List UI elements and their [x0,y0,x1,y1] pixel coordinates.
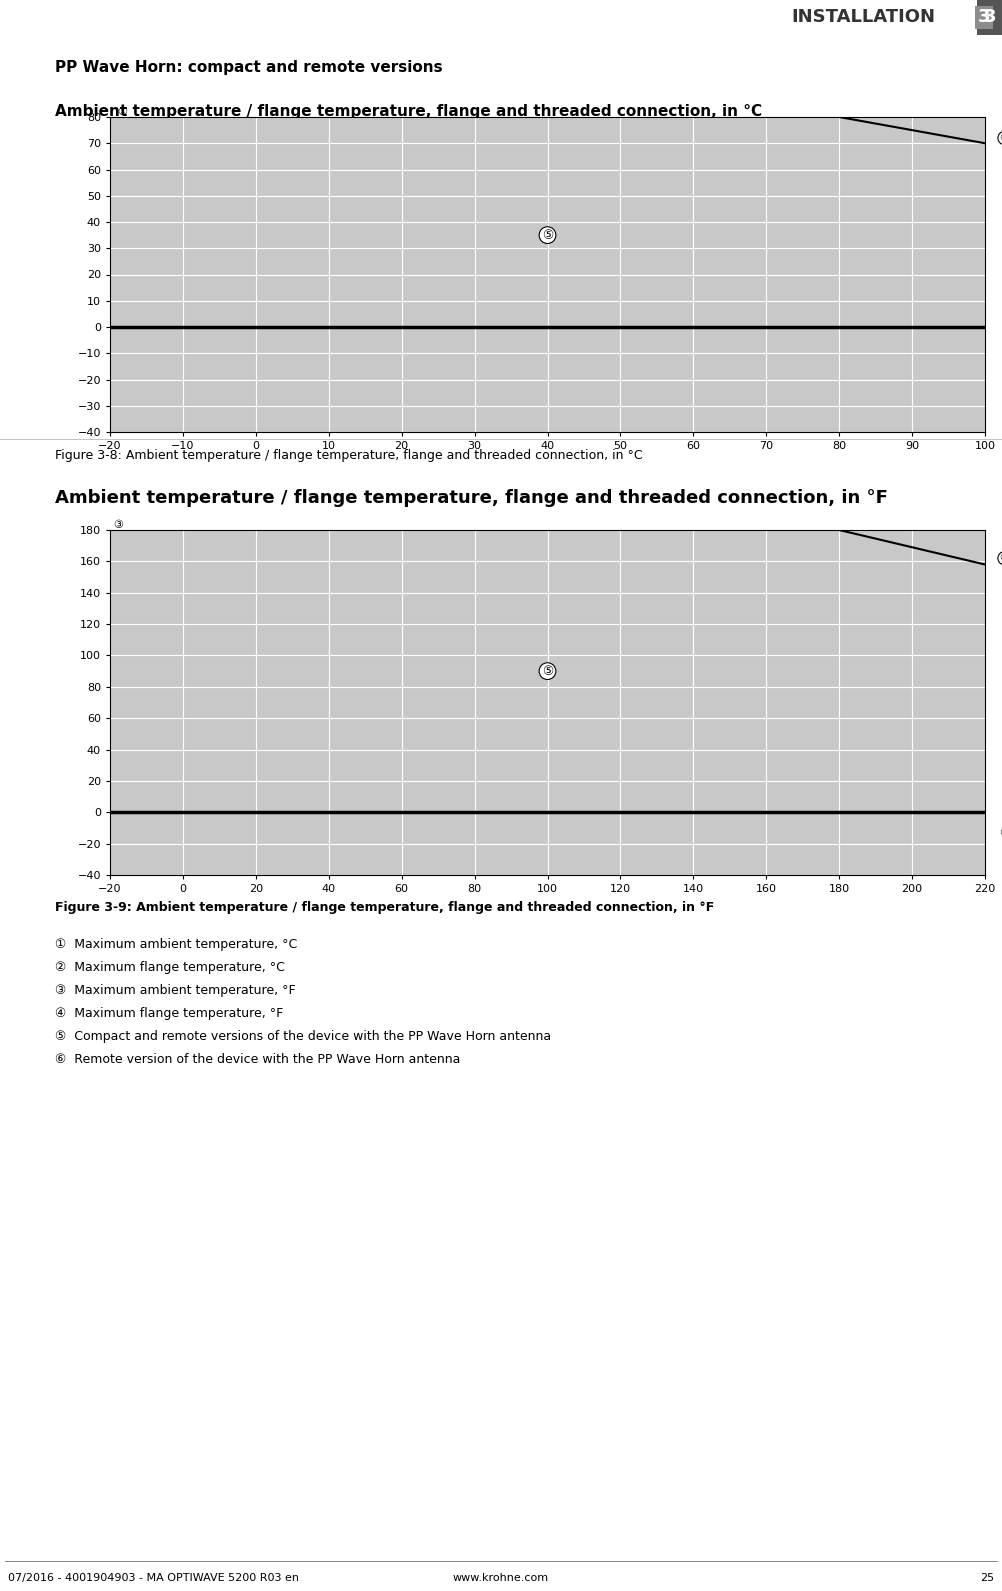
Text: Figure 3-9: Ambient temperature / flange temperature, flange and threaded connec: Figure 3-9: Ambient temperature / flange… [55,902,714,915]
Text: ⑥: ⑥ [1000,554,1002,563]
Text: ④: ④ [1000,827,1002,838]
Text: ⑤: ⑤ [542,229,553,242]
Text: Ambient temperature / flange temperature, flange and threaded connection, in °C: Ambient temperature / flange temperature… [55,103,763,119]
Text: ⑤  Compact and remote versions of the device with the PP Wave Horn antenna: ⑤ Compact and remote versions of the dev… [55,1029,551,1044]
Text: 3: 3 [984,8,996,27]
Bar [977,0,1002,35]
Text: ③  Maximum ambient temperature, °F: ③ Maximum ambient temperature, °F [55,983,296,998]
Text: www.krohne.com: www.krohne.com [453,1573,549,1583]
Text: ⑥: ⑥ [1000,134,1002,143]
Text: INSTALLATION: INSTALLATION [792,8,936,27]
Text: OPTIWAVE 5200 C/F: OPTIWAVE 5200 C/F [8,11,163,24]
Text: PP Wave Horn: compact and remote versions: PP Wave Horn: compact and remote version… [55,60,443,75]
Text: 07/2016 - 4001904903 - MA OPTIWAVE 5200 R03 en: 07/2016 - 4001904903 - MA OPTIWAVE 5200 … [8,1573,299,1583]
Text: Ambient temperature / flange temperature, flange and threaded connection, in °F: Ambient temperature / flange temperature… [55,488,888,508]
Text: ②  Maximum flange temperature, °C: ② Maximum flange temperature, °C [55,961,285,974]
Text: ⑤: ⑤ [542,665,553,678]
Text: ④  Maximum flange temperature, °F: ④ Maximum flange temperature, °F [55,1007,284,1020]
Text: Figure 3-8: Ambient temperature / flange temperature, flange and threaded connec: Figure 3-8: Ambient temperature / flange… [55,449,642,461]
Text: ①  Maximum ambient temperature, °C: ① Maximum ambient temperature, °C [55,939,298,951]
Text: 25: 25 [980,1573,994,1583]
Text: ③: ③ [113,520,123,530]
Text: 3: 3 [978,8,990,27]
Text: ⑥  Remote version of the device with the PP Wave Horn antenna: ⑥ Remote version of the device with the … [55,1053,460,1066]
Text: ①: ① [117,107,127,118]
